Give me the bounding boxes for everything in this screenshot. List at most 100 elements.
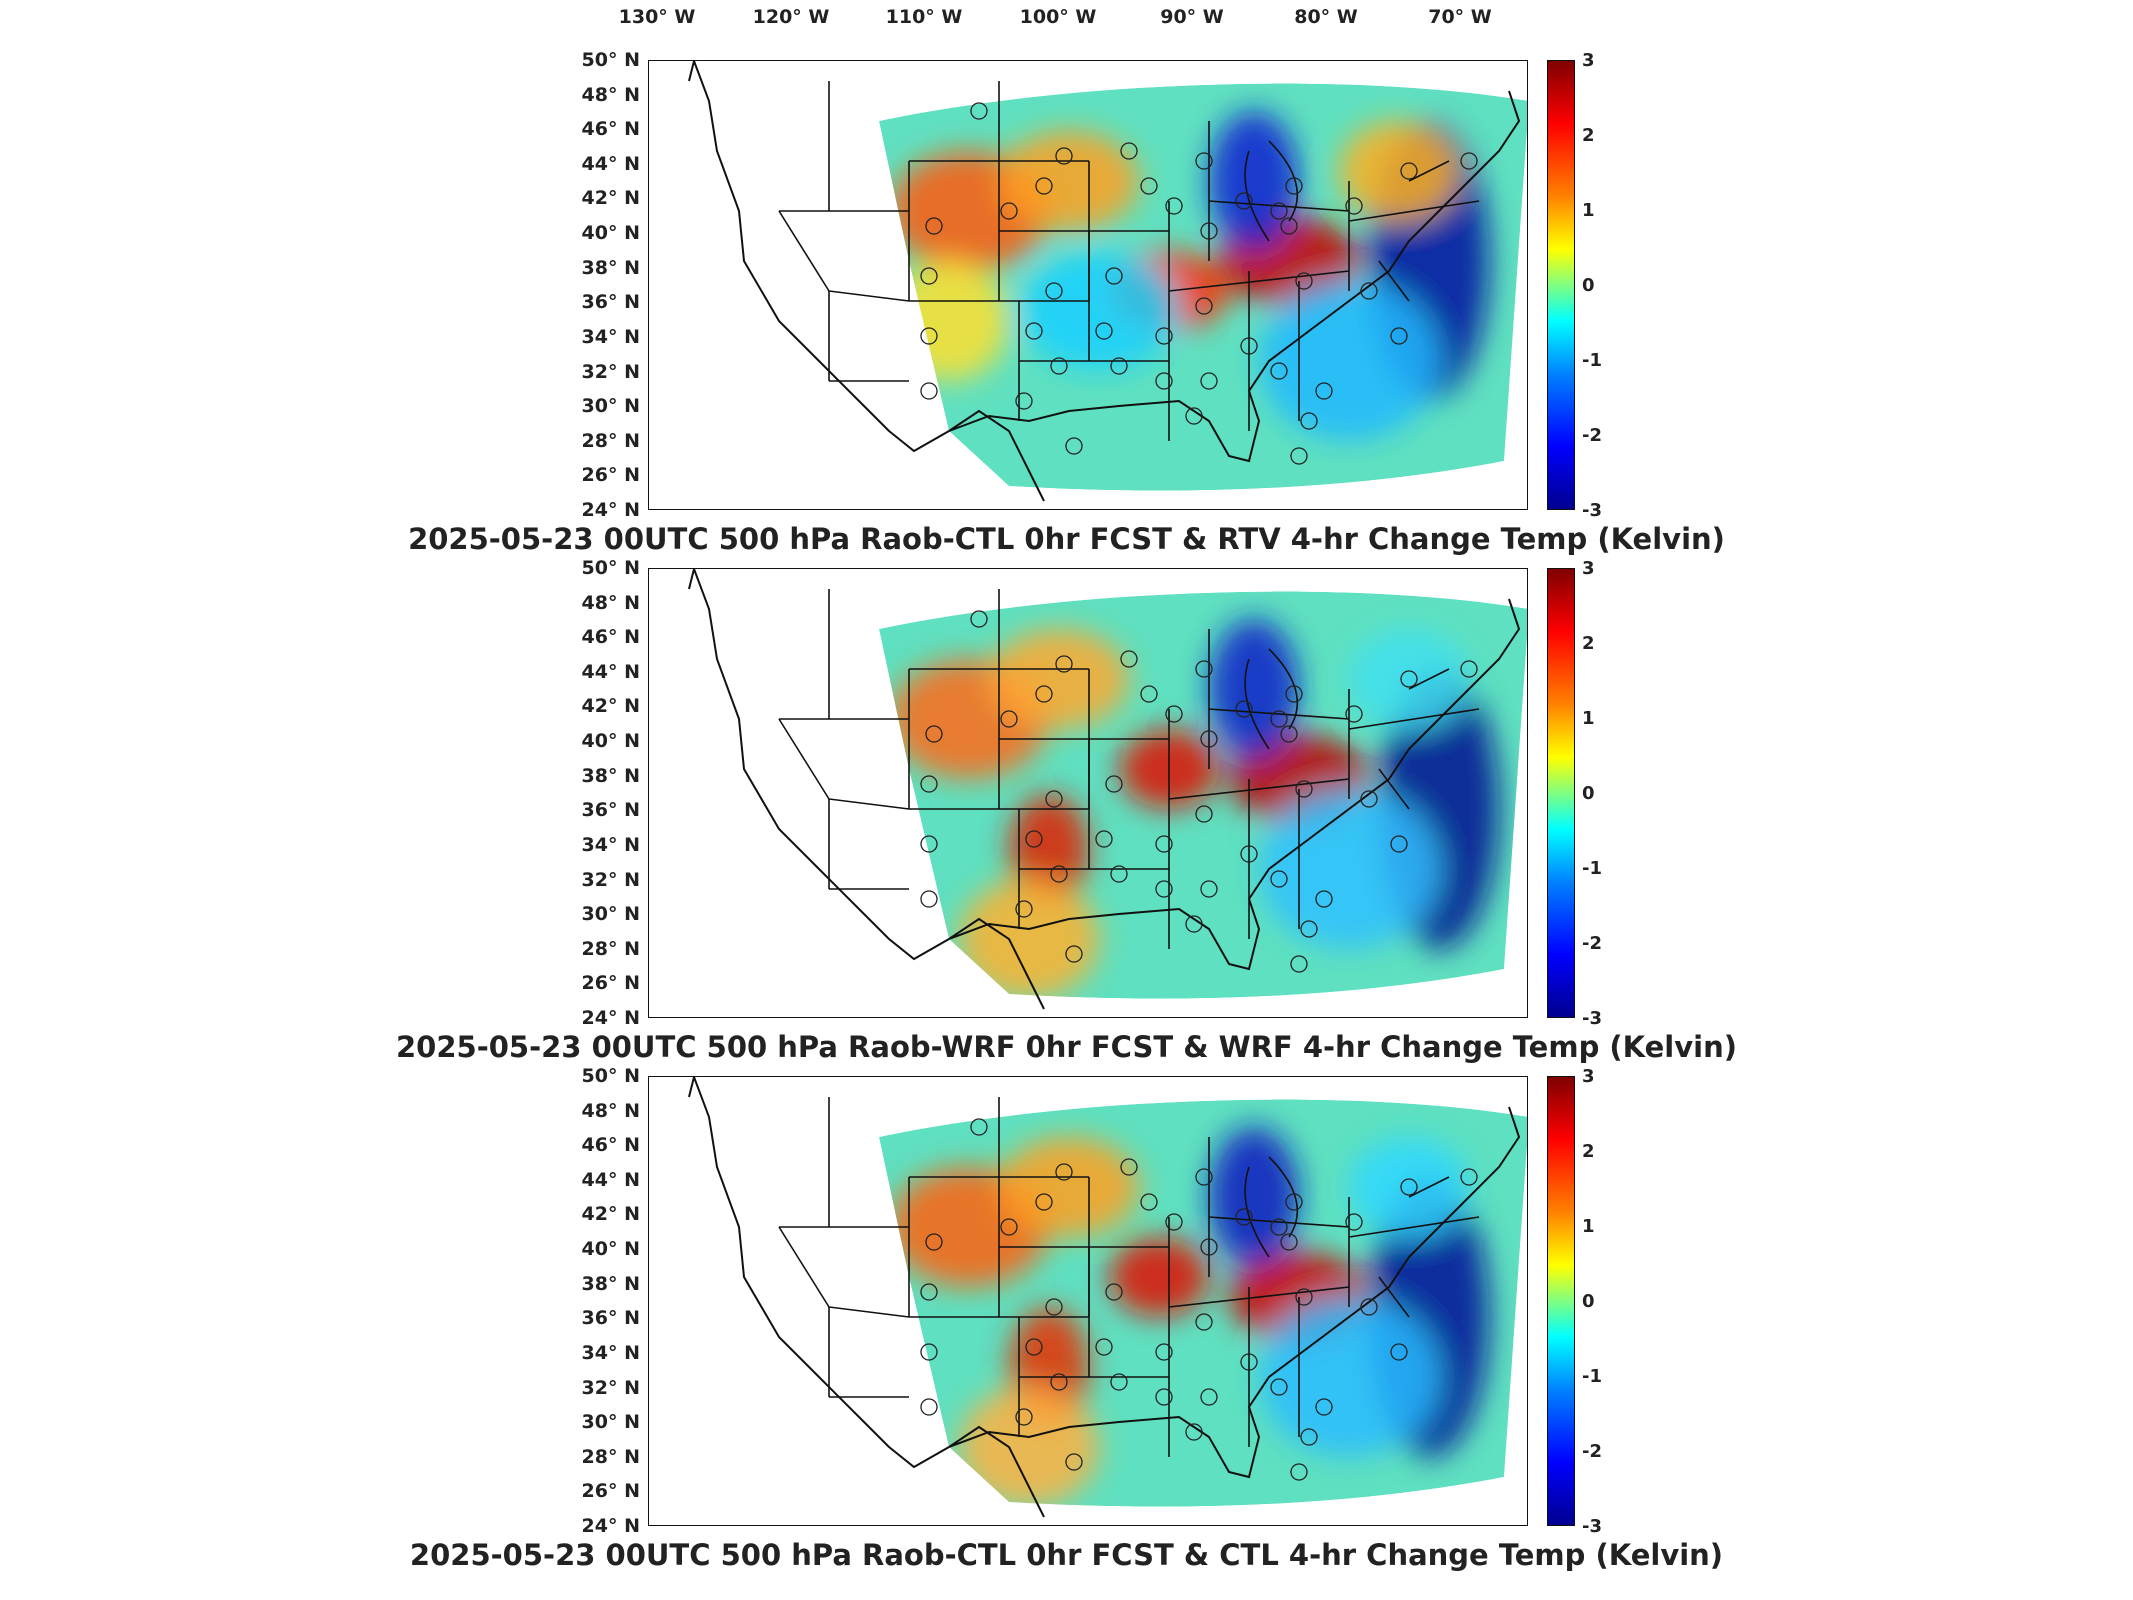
raob-station-marker [920, 327, 938, 345]
raob-station-marker [920, 267, 938, 285]
colorbar-tick: -2 [1582, 933, 1602, 954]
raob-station-marker [1035, 177, 1053, 195]
lat-label: 44° N [581, 1168, 640, 1191]
field-anomaly [1109, 1237, 1209, 1317]
colorbar-tick: -3 [1582, 1008, 1602, 1029]
raob-station-marker [1460, 152, 1478, 170]
colorbar-tick: -1 [1582, 1366, 1602, 1387]
raob-station-marker [1235, 700, 1253, 718]
state-border [1208, 1216, 1350, 1228]
lat-label: 40° N [581, 730, 640, 753]
field-anomaly [1259, 1297, 1439, 1457]
state-border [1244, 1166, 1270, 1258]
state-border [1408, 160, 1450, 182]
raob-station-marker [1035, 1193, 1053, 1211]
colorbar-tick: 2 [1582, 1141, 1595, 1162]
raob-station-marker [1045, 1298, 1063, 1316]
raob-station-marker [1460, 660, 1478, 678]
raob-station-marker [970, 1118, 988, 1136]
raob-station-marker [1345, 705, 1363, 723]
raob-station-marker [1185, 407, 1203, 425]
raob-station-marker [1025, 322, 1043, 340]
raob-station-marker [1195, 152, 1213, 170]
raob-station-marker [920, 775, 938, 793]
raob-station-marker [1050, 865, 1068, 883]
raob-station-marker [1280, 725, 1298, 743]
lat-label: 28° N [581, 1445, 640, 1468]
colorbar-tick: -3 [1582, 1516, 1602, 1537]
raob-station-marker [1155, 1343, 1173, 1361]
colorbar-tick: 1 [1582, 708, 1595, 729]
field-anomaly [989, 629, 1129, 729]
colorbar-tick: 1 [1582, 200, 1595, 221]
raob-station-marker [1315, 1398, 1333, 1416]
raob-station-marker [1400, 1178, 1418, 1196]
raob-station-marker [1110, 357, 1128, 375]
state-border [828, 798, 910, 810]
raob-station-marker [1110, 865, 1128, 883]
raob-station-marker [920, 1343, 938, 1361]
state-border [1168, 778, 1350, 800]
lat-label: 38° N [581, 256, 640, 279]
raob-station-marker [1140, 685, 1158, 703]
lon-label: 130° W [618, 6, 696, 28]
raob-station-marker [1240, 1353, 1258, 1371]
raob-station-marker [1270, 870, 1288, 888]
lat-label: 24° N [581, 1007, 640, 1029]
raob-station-marker [1050, 1373, 1068, 1391]
raob-station-marker [1165, 1213, 1183, 1231]
colorbar-tick: 0 [1582, 1291, 1595, 1312]
raob-station-marker [1270, 362, 1288, 380]
temperature-map [648, 60, 1528, 510]
field-anomaly [999, 131, 1139, 231]
lat-label: 36° N [581, 291, 640, 314]
colorbar-tick: 0 [1582, 783, 1595, 804]
lat-label: 32° N [581, 868, 640, 891]
colorbar-tick: 1 [1582, 1216, 1595, 1237]
raob-station-marker [1290, 1463, 1308, 1481]
temperature-map [648, 568, 1528, 1018]
colorbar-tick: -1 [1582, 858, 1602, 879]
colorbar-tick: 2 [1582, 125, 1595, 146]
state-border [1168, 270, 1350, 292]
colorbar [1547, 568, 1575, 1018]
raob-station-marker [1120, 142, 1138, 160]
field-anomaly [1259, 281, 1439, 441]
lat-label: 48° N [581, 1099, 640, 1122]
raob-station-marker [1235, 1208, 1253, 1226]
raob-station-marker [1065, 945, 1083, 963]
raob-station-marker [1025, 1338, 1043, 1356]
raob-station-marker [1270, 1218, 1288, 1236]
state-border [1348, 708, 1480, 730]
raob-station-marker [1015, 900, 1033, 918]
raob-station-marker [1200, 222, 1218, 240]
state-border [1208, 200, 1350, 212]
lat-label: 30° N [581, 903, 640, 926]
raob-station-marker [1360, 282, 1378, 300]
state-border [1378, 768, 1410, 810]
colorbar-tick: 3 [1582, 558, 1595, 579]
state-border [778, 1226, 830, 1308]
state-border [1268, 1156, 1299, 1238]
lat-label: 42° N [581, 1203, 640, 1226]
panel-title: 2025-05-23 00UTC 500 hPa Raob-WRF 0hr FC… [395, 1030, 1737, 1064]
raob-station-marker [1315, 382, 1333, 400]
lat-label: 30° N [581, 1411, 640, 1434]
raob-station-marker [970, 610, 988, 628]
raob-station-marker [1300, 920, 1318, 938]
lat-label: 26° N [581, 972, 640, 995]
raob-station-marker [1155, 1388, 1173, 1406]
raob-station-marker [1280, 1233, 1298, 1251]
raob-station-marker [1315, 890, 1333, 908]
raob-station-marker [1400, 670, 1418, 688]
lat-label: 28° N [581, 429, 640, 452]
raob-station-marker [920, 1398, 938, 1416]
state-border [828, 290, 910, 302]
lat-label: 36° N [581, 799, 640, 822]
raob-station-marker [970, 102, 988, 120]
field-anomaly [1259, 789, 1439, 949]
raob-station-marker [1000, 710, 1018, 728]
state-border [1408, 668, 1450, 690]
lat-label: 30° N [581, 395, 640, 418]
lon-label: 100° W [1019, 6, 1097, 28]
